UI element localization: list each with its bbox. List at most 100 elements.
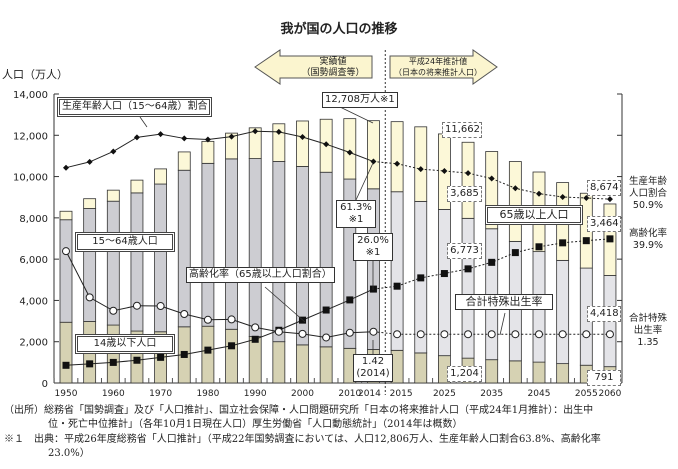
aging-2014-value: 26.0% bbox=[357, 235, 389, 246]
fertility-rate-point-1950 bbox=[62, 247, 70, 256]
bar-1950-child bbox=[59, 321, 73, 384]
fertility-rate-point-2035 bbox=[487, 330, 496, 339]
fertility-rate-point-2050 bbox=[558, 330, 567, 339]
bars bbox=[59, 118, 617, 384]
working-ratio-point-1965 bbox=[133, 134, 140, 141]
right-tfr-l1: 合計特殊 bbox=[628, 313, 667, 324]
right-ratio-l2: 人口割合 bbox=[628, 188, 667, 199]
working-ratio-point-2050 bbox=[559, 193, 566, 200]
aging-rate-point-1980 bbox=[204, 346, 212, 354]
y-tick-label: 10,000 bbox=[13, 173, 48, 184]
working-ratio-point-2055 bbox=[583, 195, 590, 202]
fertility-rate-point-1980 bbox=[203, 315, 212, 324]
right-aging-label: 高齢化率 39.9% bbox=[623, 228, 673, 252]
aging-rate-point-2015 bbox=[393, 282, 401, 290]
aging-rate-point-2050 bbox=[559, 239, 567, 247]
bar-2020-elderly bbox=[414, 126, 428, 202]
fertility-rate-point-1990 bbox=[251, 323, 260, 332]
x-tick-label: 1950 bbox=[55, 389, 78, 399]
y-tick-label: 8,000 bbox=[19, 214, 48, 225]
source-line-2: 位・死亡中位推計」（各年10月1日現在人口）厚生労働省「人口動態統計」（2014… bbox=[48, 419, 463, 430]
fertility-rate-line-projection bbox=[373, 331, 610, 335]
x-tick-label: 1990 bbox=[244, 389, 267, 399]
bar-1960-elderly bbox=[106, 189, 120, 202]
bar-2035-child bbox=[485, 359, 499, 384]
working-ratio-point-2010 bbox=[346, 149, 353, 156]
bar-1985-child bbox=[225, 328, 238, 384]
fertility-rate-point-2060 bbox=[605, 330, 614, 339]
x-tick-label: 2055 bbox=[575, 389, 598, 399]
fertility-rate-point-1955 bbox=[85, 293, 94, 302]
working-ratio-point-1995 bbox=[275, 128, 282, 135]
fertility-rate-point-1985 bbox=[227, 315, 236, 324]
working-ratio-line-actual bbox=[65, 130, 374, 169]
bar-1980-elderly bbox=[201, 140, 215, 164]
bar-1975-elderly bbox=[177, 151, 191, 171]
ratio-2014-note: ※1 bbox=[348, 214, 364, 225]
working-ratio-point-2040 bbox=[512, 185, 519, 192]
aging-rate-point-2060 bbox=[606, 235, 614, 243]
leader-line bbox=[339, 106, 374, 124]
working-pop-label: 15～64歳人口 bbox=[75, 232, 175, 252]
bar-1955-elderly bbox=[83, 198, 97, 209]
aging-rate-point-1975 bbox=[180, 350, 188, 358]
bar-1995-elderly bbox=[272, 123, 286, 162]
x-tick-label: 2060 bbox=[598, 389, 621, 399]
tfr-2014-year: (2014) bbox=[356, 368, 390, 379]
fertility-rate-point-2045 bbox=[535, 330, 543, 339]
aging-rate-point-2045 bbox=[535, 243, 543, 251]
bar-1985-elderly bbox=[225, 132, 238, 160]
aging-rate-point-2025 bbox=[440, 270, 448, 278]
aging-rate-label: 高齢化率（65歳以上人口割合） bbox=[186, 267, 335, 283]
value-1204: 1,204 bbox=[447, 366, 482, 382]
aging-rate-point-2014 bbox=[369, 285, 377, 293]
source-line-1: （出所）総務省「国勢調査」及び「人口推計」、国立社会保障・人口問題研究所「日本の… bbox=[4, 405, 594, 416]
actual-arrow-label: 実績値 （国勢調査等） bbox=[296, 57, 370, 79]
bar-2040-child bbox=[508, 360, 522, 384]
bar-2030-elderly bbox=[461, 141, 475, 219]
aging-rate-line-actual bbox=[65, 288, 374, 366]
bar-1990-elderly bbox=[248, 127, 262, 159]
bar-1985-working bbox=[225, 158, 238, 330]
y-tick-label: 2,000 bbox=[19, 338, 48, 349]
right-ratio-value: 50.9% bbox=[632, 200, 664, 211]
x-tick-label: 2000 bbox=[291, 389, 314, 399]
bar-2005-child bbox=[319, 346, 333, 384]
actual-label: 実績値 bbox=[319, 57, 347, 67]
value-8674: 8,674 bbox=[587, 180, 621, 196]
bar-2000-child bbox=[296, 344, 309, 384]
fertility-rate-point-1995 bbox=[274, 327, 283, 336]
projection-label: 平成24年推計値 bbox=[408, 57, 468, 66]
bar-1970-elderly bbox=[154, 168, 168, 185]
x-tick-label: 1980 bbox=[196, 389, 219, 399]
fertility-rate-point-2010 bbox=[345, 328, 354, 337]
y-axis-label: 人口（万人） bbox=[2, 68, 68, 81]
fertility-rate-point-1965 bbox=[132, 301, 141, 310]
fertility-rate-point-2014 bbox=[369, 327, 378, 336]
tfr-2014-label: 1.42 (2014) bbox=[353, 354, 393, 382]
aging-rate-point-1950 bbox=[62, 361, 70, 369]
bar-1960-working bbox=[106, 200, 120, 326]
x-tick-label: 2035 bbox=[480, 389, 503, 399]
tfr-2014-value: 1.42 bbox=[361, 356, 385, 367]
value-3685: 3,685 bbox=[447, 186, 482, 202]
elderly-pop-label: 65歳以上人口 bbox=[485, 205, 583, 225]
value-11662: 11,662 bbox=[442, 122, 482, 138]
right-ratio-l1: 生産年齢 bbox=[628, 176, 667, 187]
footnote-line-2: 23.0%） bbox=[48, 448, 90, 459]
working-ratio-point-1990 bbox=[252, 128, 259, 135]
value-791: 791 bbox=[587, 370, 621, 386]
bar-2050-working bbox=[556, 259, 570, 365]
leader-line bbox=[139, 116, 148, 128]
tfr-label: 合計特殊出生率 bbox=[455, 294, 553, 310]
working-ratio-point-1950 bbox=[63, 164, 69, 171]
bar-2005-working bbox=[319, 171, 333, 348]
fertility-rate-point-1970 bbox=[156, 302, 165, 311]
working-ratio-point-2005 bbox=[323, 141, 330, 148]
right-tfr-l2: 出生率 bbox=[633, 325, 663, 336]
right-aging-l1: 高齢化率 bbox=[628, 228, 667, 239]
bar-2045-child bbox=[532, 361, 546, 384]
bar-2014-elderly bbox=[367, 120, 380, 190]
bar-2010-elderly bbox=[343, 118, 357, 180]
working-ratio-label: 生産年齢人口（15～64歳）割合 bbox=[57, 97, 213, 117]
